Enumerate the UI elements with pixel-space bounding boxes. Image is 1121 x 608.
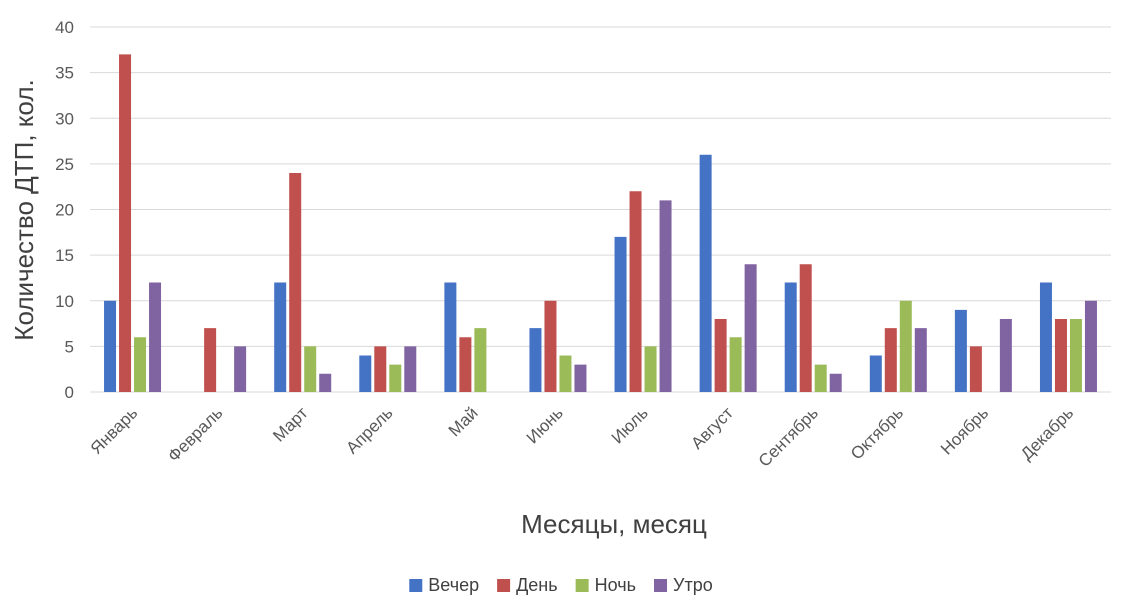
bar [954, 309, 967, 392]
legend-label: День [516, 575, 558, 595]
bar [474, 328, 487, 392]
bar [914, 328, 927, 392]
bar [784, 282, 797, 392]
x-tick-label: Март [269, 403, 311, 445]
y-tick-label: 0 [65, 383, 74, 402]
x-tick-label: Февраль [164, 403, 226, 465]
bar [814, 364, 827, 392]
bar [274, 282, 287, 392]
x-tick-label: Июль [608, 403, 652, 447]
x-axis-title: Месяцы, месяц [521, 509, 707, 539]
bar [444, 282, 457, 392]
y-tick-label: 20 [55, 201, 74, 220]
x-tick-label: Январь [87, 403, 142, 458]
bar [559, 355, 572, 392]
bar [289, 173, 302, 392]
bar [134, 337, 147, 392]
y-tick-label: 35 [55, 64, 74, 83]
y-tick-label: 25 [55, 155, 74, 174]
bar [799, 264, 812, 392]
y-tick-label: 10 [55, 292, 74, 311]
bar [359, 355, 372, 392]
legend-label: Утро [673, 575, 713, 595]
legend-swatch [575, 579, 589, 592]
bar [644, 346, 657, 392]
bar [1069, 319, 1082, 392]
bar [829, 373, 842, 392]
bar [544, 300, 557, 392]
bar [234, 346, 247, 392]
x-tick-label: Август [687, 403, 737, 453]
x-tick-label: Декабрь [1017, 403, 1077, 463]
bar [614, 236, 627, 392]
bar [1084, 300, 1097, 392]
bar [744, 264, 757, 392]
bar [204, 328, 217, 392]
bar [389, 364, 402, 392]
bar [869, 355, 882, 392]
y-axis-ticks: 0 5 10 15 20 25 30 35 40 [55, 18, 74, 402]
bar [659, 200, 672, 392]
legend: Вечер День Ночь Утро [409, 575, 713, 595]
x-tick-label: Апрель [342, 403, 396, 457]
legend-label: Вечер [428, 575, 479, 595]
bar [729, 337, 742, 392]
bar [119, 54, 132, 392]
bar [1054, 319, 1067, 392]
bar [304, 346, 317, 392]
legend-label: Ночь [595, 575, 636, 595]
bar [404, 346, 417, 392]
bar [104, 300, 117, 392]
legend-swatch [654, 579, 668, 592]
bar [374, 346, 387, 392]
y-tick-label: 5 [65, 337, 74, 356]
bar [459, 337, 472, 392]
y-axis-title: Количество ДТП, кол. [9, 79, 39, 340]
bar [999, 319, 1012, 392]
x-tick-label: Июнь [523, 403, 567, 447]
y-tick-label: 15 [55, 246, 74, 265]
bar [899, 300, 912, 392]
bars [104, 54, 1097, 392]
bar [884, 328, 897, 392]
legend-swatch [497, 579, 511, 592]
bar [699, 154, 712, 392]
legend-swatch [409, 579, 423, 592]
x-axis-ticks: Январь Февраль Март Апрель Май Июнь Июль Август… [87, 403, 1078, 470]
x-tick-label: Октябрь [847, 403, 907, 463]
bar [319, 373, 332, 392]
x-tick-label: Май [445, 403, 482, 440]
y-tick-label: 30 [55, 109, 74, 128]
bar [969, 346, 982, 392]
bar [529, 328, 542, 392]
x-tick-label: Ноябрь [937, 403, 992, 458]
bar [149, 282, 162, 392]
bar [629, 191, 642, 392]
bar [1039, 282, 1052, 392]
gridlines [90, 26, 1111, 393]
y-tick-label: 40 [55, 18, 74, 37]
bar [714, 319, 727, 392]
bar [574, 364, 587, 392]
x-tick-label: Сентябрь [755, 403, 822, 470]
